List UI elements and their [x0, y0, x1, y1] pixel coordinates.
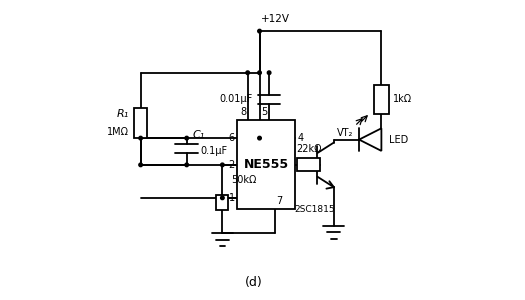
Text: 0.1μF: 0.1μF — [200, 146, 227, 157]
Circle shape — [246, 71, 249, 74]
Text: 4: 4 — [298, 133, 303, 143]
Text: 2: 2 — [228, 160, 235, 170]
Text: C₁: C₁ — [193, 130, 205, 140]
Circle shape — [220, 196, 224, 200]
Text: 0.01μF: 0.01μF — [219, 94, 253, 104]
Circle shape — [258, 29, 261, 33]
Text: 1kΩ: 1kΩ — [393, 94, 413, 104]
Text: 2SC1815: 2SC1815 — [294, 205, 335, 214]
Bar — [374, 85, 389, 114]
Text: 5: 5 — [261, 107, 268, 117]
Text: 1MΩ: 1MΩ — [107, 127, 129, 137]
Text: VT₂: VT₂ — [337, 128, 353, 138]
Circle shape — [185, 136, 188, 140]
Text: 50kΩ: 50kΩ — [230, 175, 256, 185]
Circle shape — [139, 136, 142, 140]
Bar — [297, 158, 320, 171]
Text: 7: 7 — [276, 196, 282, 206]
Circle shape — [267, 71, 271, 74]
Bar — [237, 120, 295, 209]
Circle shape — [258, 71, 261, 74]
Circle shape — [258, 136, 261, 140]
Text: 6: 6 — [229, 133, 235, 143]
Circle shape — [185, 163, 188, 167]
Text: 1: 1 — [229, 193, 235, 203]
Circle shape — [139, 163, 142, 167]
Polygon shape — [359, 128, 381, 151]
Text: (d): (d) — [245, 276, 262, 289]
Text: LED: LED — [389, 135, 408, 145]
Text: R₁: R₁ — [117, 109, 129, 119]
Bar — [216, 195, 228, 210]
Text: 22kΩ: 22kΩ — [296, 144, 321, 154]
Bar — [134, 108, 147, 138]
Text: 3: 3 — [298, 160, 303, 170]
Circle shape — [220, 163, 224, 167]
Text: +12V: +12V — [261, 14, 290, 24]
Text: NE555: NE555 — [244, 158, 289, 171]
Text: 8: 8 — [240, 107, 246, 117]
